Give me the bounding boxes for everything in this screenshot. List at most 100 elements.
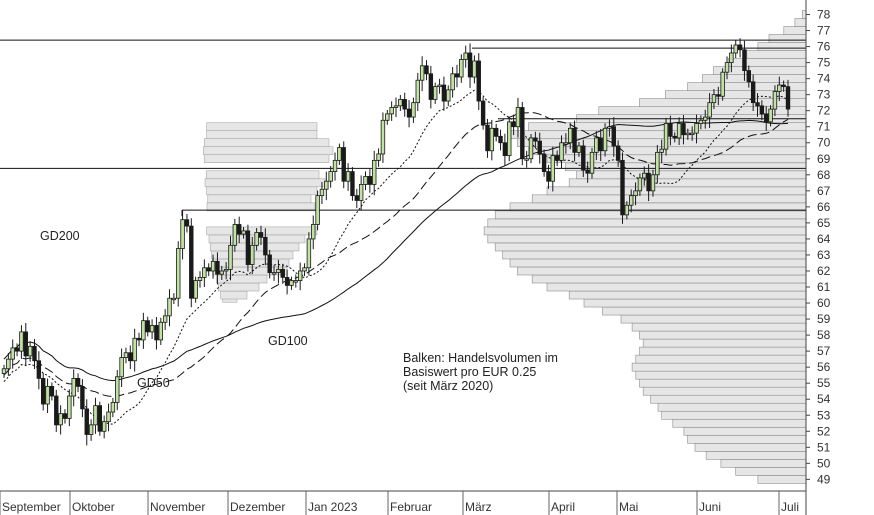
volume-bar (487, 234, 807, 244)
candle-body (781, 84, 786, 88)
y-tick-label: 52 (817, 424, 831, 438)
candle-body (167, 297, 172, 317)
volume-bar (705, 451, 807, 460)
candle-body (672, 135, 677, 139)
candle-body (45, 385, 50, 405)
candle-body (668, 123, 673, 137)
candle-body (149, 325, 155, 333)
candle-body (332, 159, 338, 172)
y-tick-label: 63 (817, 248, 831, 262)
candle-body (232, 224, 238, 246)
candle-body (258, 232, 264, 238)
volume-bar (672, 418, 807, 428)
candle-body (276, 268, 281, 273)
candle-body (450, 73, 455, 91)
candle-body (88, 424, 94, 435)
gd200-line (3, 119, 789, 382)
volume-bar (565, 162, 807, 172)
candle-body (223, 268, 229, 272)
x-axis-labels: September Oktober November Dezember Jan 2023… (0, 491, 799, 515)
candle-body (489, 127, 495, 152)
y-tick-label: 51 (817, 440, 831, 454)
volume-note-line-2: Basiswert pro EUR 0.25 (403, 365, 536, 379)
candle-body (485, 124, 490, 152)
candle-body (581, 145, 586, 171)
candle-body (432, 86, 438, 100)
candle-body (93, 405, 98, 426)
volume-bar (635, 354, 807, 364)
candle-body (372, 159, 377, 185)
volume-bar (220, 290, 248, 300)
volume-bar (657, 402, 807, 412)
candle-body (202, 267, 207, 278)
candle-body (659, 148, 664, 153)
candle-body (703, 116, 708, 121)
candle-body (694, 123, 699, 134)
ma-label-gd200: GD200 (40, 229, 80, 243)
candle-body (777, 84, 782, 92)
volume-bar (206, 130, 318, 139)
y-tick-label: 66 (817, 200, 831, 214)
candle-body (280, 268, 285, 278)
volume-bar (517, 266, 807, 276)
volume-bar (639, 346, 807, 356)
volume-profile (203, 10, 807, 484)
candle-body (49, 385, 55, 397)
candle-body (354, 195, 359, 201)
candle-body (162, 315, 168, 323)
x-tick-label: Februar (390, 500, 432, 514)
y-tick-label: 55 (817, 376, 831, 390)
candle-body (324, 180, 329, 190)
candle-body (533, 137, 538, 142)
y-tick-label: 74 (817, 72, 831, 86)
candle-body (472, 60, 477, 78)
candle-body (62, 413, 68, 419)
candle-body (724, 62, 730, 73)
candle-body (136, 337, 142, 341)
candle-body (546, 171, 551, 182)
candle-body (101, 421, 107, 432)
candle-body (311, 224, 316, 240)
candle-body (698, 119, 704, 124)
volume-bar (494, 210, 807, 220)
candle-body (41, 377, 46, 405)
candle-body (637, 177, 643, 192)
candle-body (80, 385, 85, 410)
volume-bar (746, 50, 807, 59)
candle-body (624, 204, 630, 216)
candle-body (476, 60, 481, 102)
y-tick-label: 57 (817, 344, 831, 358)
candle-body (711, 94, 717, 104)
volume-bar (583, 298, 807, 308)
candle-body (768, 108, 773, 123)
volume-bar (694, 443, 807, 452)
candle-body (328, 171, 333, 182)
volume-bar (206, 186, 318, 196)
x-tick-label: September (2, 500, 61, 514)
candle-body (681, 123, 686, 136)
volume-bar (531, 274, 807, 284)
candle-body (463, 52, 468, 60)
candle-body (459, 58, 464, 78)
volume-bar (794, 18, 807, 27)
candle-body (10, 347, 15, 360)
candle-body (541, 153, 547, 172)
candle-body (115, 376, 120, 403)
volume-bar (206, 122, 318, 131)
candle-body (737, 44, 743, 51)
volume-bar (494, 242, 807, 252)
volume-bar (546, 282, 807, 292)
y-tick-label: 73 (817, 88, 831, 102)
volume-bar (217, 282, 260, 292)
gd50-line (3, 89, 789, 425)
y-tick-label: 60 (817, 296, 831, 310)
volume-bar (203, 154, 330, 164)
candle-body (559, 142, 564, 161)
candle-body (267, 254, 272, 273)
candle-body (75, 377, 81, 387)
candle-body (589, 151, 595, 174)
volume-bar (602, 306, 807, 316)
candle-body (337, 147, 342, 161)
candle-body (615, 145, 621, 161)
volume-bar (509, 258, 807, 268)
